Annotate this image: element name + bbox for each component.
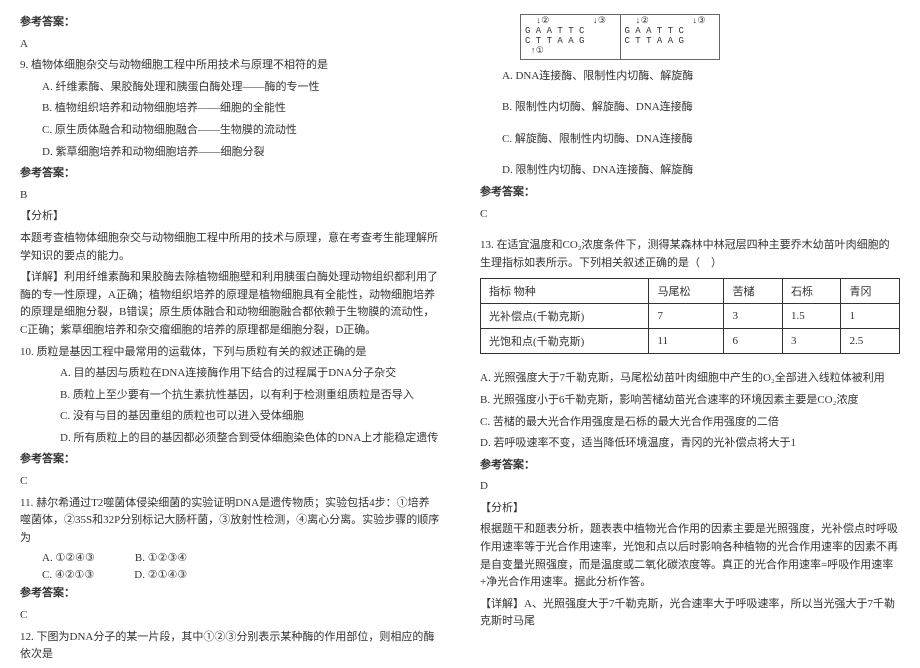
q11-option-b: B. ①②③④ [135, 551, 187, 564]
table-cell: 光补偿点(千勒克斯) [481, 304, 649, 329]
answer-label: 参考答案： [480, 457, 900, 475]
table-header: 青冈 [841, 279, 900, 304]
answer-label: 参考答案： [480, 184, 900, 202]
q13-table: 指标 物种 马尾松 苦槠 石栎 青冈 光补偿点(千勒克斯) 7 3 1.5 1 … [480, 278, 900, 354]
q12-option-b: B. 限制性内切酶、解旋酶、DNA连接酶 [480, 99, 900, 117]
q13-option-a: A. 光照强度大于7千勒克斯，马尾松幼苗叶肉细胞中产生的O₂全部进入线粒体被利用 [480, 370, 900, 388]
q12-option-a: A. DNA连接酶、限制性内切酶、解旋酶 [480, 68, 900, 86]
answer-value: A [20, 36, 440, 54]
q13-detail-text: A、光照强度大于7千勒克斯，光合速率大于呼吸速率，所以当光强大于7千勒克斯时马尾 [480, 598, 895, 628]
q11-option-c: C. ④②①③ [42, 568, 94, 581]
table-cell: 1 [841, 304, 900, 329]
table-header: 马尾松 [649, 279, 724, 304]
table-header: 指标 物种 [481, 279, 649, 304]
q11-stem: 11. 赫尔希通过T2噬菌体侵染细菌的实验证明DNA是遗传物质；实验包括4步：①… [20, 495, 440, 548]
answer-label: 参考答案： [20, 451, 440, 469]
q9-stem: 9. 植物体细胞杂交与动物细胞工程中所用技术与原理不相符的是 [20, 57, 440, 75]
q9-option-a: A. 纤维素酶、果胶酶处理和胰蛋白酶处理——酶的专一性 [20, 79, 440, 97]
table-header-row: 指标 物种 马尾松 苦槠 石栎 青冈 [481, 279, 900, 304]
analysis-label: 【分析】 [20, 208, 440, 226]
q11-options-row1: A. ①②④③ B. ①②③④ [20, 551, 440, 564]
table-row: 光饱和点(千勒克斯) 11 6 3 2.5 [481, 329, 900, 354]
left-column: 参考答案： A 9. 植物体细胞杂交与动物细胞工程中所用技术与原理不相符的是 A… [20, 10, 440, 668]
table-row: 光补偿点(千勒克斯) 7 3 1.5 1 [481, 304, 900, 329]
answer-value: C [20, 473, 440, 491]
analysis-label: 【分析】 [480, 500, 900, 518]
q9-option-d: D. 紫草细胞培养和动物细胞培养——细胞分裂 [20, 144, 440, 162]
answer-value: B [20, 187, 440, 205]
q11-option-a: A. ①②④③ [42, 551, 95, 564]
diagram-left: ↓② ↓③ G A A T T C C T T A A G ↑① [521, 15, 621, 59]
q11-option-d: D. ②①④③ [134, 568, 187, 581]
table-cell: 2.5 [841, 329, 900, 354]
diagram-right: ↓② ↓③ G A A T T C C T T A A G [621, 15, 720, 59]
answer-value: C [480, 206, 900, 224]
q13-option-b: B. 光照强度小于6千勒克斯，影响苦槠幼苗光合速率的环境因素主要是CO₂浓度 [480, 392, 900, 410]
q13-stem: 13. 在适宜温度和CO₂浓度条件下，测得某森林中林冠层四种主要乔木幼苗叶肉细胞… [480, 237, 900, 272]
table-cell: 光饱和点(千勒克斯) [481, 329, 649, 354]
q9-analysis: 本题考查植物体细胞杂交与动物细胞工程中所用的技术与原理，意在考查考生能理解所学知… [20, 230, 440, 265]
q12-diagram: ↓② ↓③ G A A T T C C T T A A G ↑① ↓② ↓③ G… [520, 14, 720, 60]
table-cell: 3 [782, 329, 841, 354]
q10-option-a: A. 目的基因与质粒在DNA连接酶作用下结合的过程属于DNA分子杂交 [20, 365, 440, 383]
page-container: 参考答案： A 9. 植物体细胞杂交与动物细胞工程中所用技术与原理不相符的是 A… [20, 10, 900, 668]
table-header: 苦槠 [724, 279, 783, 304]
q10-option-c: C. 没有与目的基因重组的质粒也可以进入受体细胞 [20, 408, 440, 426]
table-header: 石栎 [782, 279, 841, 304]
q13-option-d: D. 若呼吸速率不变，适当降低环境温度，青冈的光补偿点将大于1 [480, 435, 900, 453]
table-cell: 7 [649, 304, 724, 329]
answer-label: 参考答案： [20, 585, 440, 603]
q12-option-d: D. 限制性内切酶、DNA连接酶、解旋酶 [480, 162, 900, 180]
table-cell: 11 [649, 329, 724, 354]
q13-option-c: C. 苦槠的最大光合作用强度是石栎的最大光合作用强度的二倍 [480, 414, 900, 432]
answer-label: 参考答案： [20, 14, 440, 32]
table-cell: 6 [724, 329, 783, 354]
q12-stem: 12. 下图为DNA分子的某一片段，其中①②③分别表示某种酶的作用部位，则相应的… [20, 629, 440, 664]
right-column: ↓② ↓③ G A A T T C C T T A A G ↑① ↓② ↓③ G… [480, 10, 900, 668]
table-cell: 1.5 [782, 304, 841, 329]
answer-label: 参考答案： [20, 165, 440, 183]
q12-option-c: C. 解旋酶、限制性内切酶、DNA连接酶 [480, 131, 900, 149]
q11-options-row2: C. ④②①③ D. ②①④③ [20, 568, 440, 581]
q9-option-c: C. 原生质体融合和动物细胞融合——生物膜的流动性 [20, 122, 440, 140]
q10-option-d: D. 所有质粒上的目的基因都必须整合到受体细胞染色体的DNA上才能稳定遗传 [20, 430, 440, 448]
q9-detail-text: 利用纤维素酶和果胶酶去除植物细胞壁和利用胰蛋白酶处理动物组织都利用了酶的专一性原… [20, 271, 438, 336]
q9-detail: 【详解】利用纤维素酶和果胶酶去除植物细胞壁和利用胰蛋白酶处理动物组织都利用了酶的… [20, 269, 440, 339]
table-cell: 3 [724, 304, 783, 329]
q10-stem: 10. 质粒是基因工程中最常用的运载体，下列与质粒有关的叙述正确的是 [20, 344, 440, 362]
detail-label: 【详解】 [20, 271, 64, 283]
q13-analysis: 根据题干和题表分析，题表表中植物光合作用的因素主要是光照强度，光补偿点时呼吸作用… [480, 521, 900, 591]
q13-detail: 【详解】A、光照强度大于7千勒克斯，光合速率大于呼吸速率，所以当光强大于7千勒克… [480, 596, 900, 631]
q9-option-b: B. 植物组织培养和动物细胞培养——细胞的全能性 [20, 100, 440, 118]
answer-value: D [480, 478, 900, 496]
q10-option-b: B. 质粒上至少要有一个抗生素抗性基因，以有利于检测重组质粒是否导入 [20, 387, 440, 405]
answer-value: C [20, 607, 440, 625]
detail-label: 【详解】 [480, 598, 524, 610]
